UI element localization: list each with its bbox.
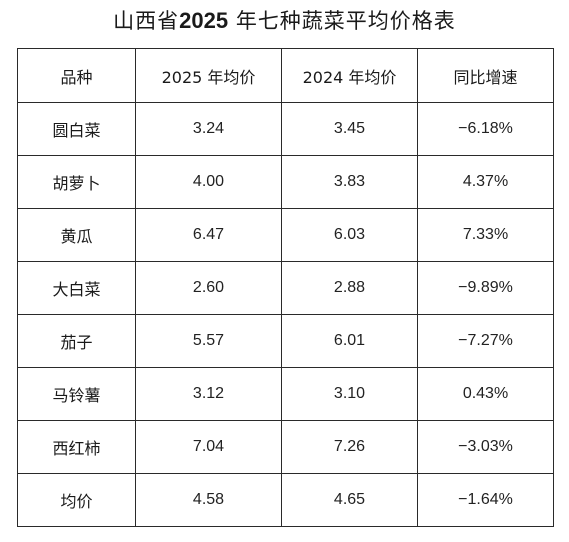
variety-cell: 马铃薯: [17, 367, 136, 421]
yoy-cell: 4.37%: [417, 155, 554, 209]
price-2025-cell: 3.12: [135, 367, 282, 421]
title-prefix: 山西省: [113, 9, 180, 33]
yoy-cell: −7.27%: [417, 314, 554, 368]
title-year: 2025: [179, 8, 229, 33]
variety-cell: 大白菜: [17, 261, 136, 315]
header-price-2025: 2025 年均价: [135, 48, 282, 103]
price-2024-cell: 7.26: [281, 420, 418, 474]
table-row: 马铃薯 3.12 3.10 0.43%: [17, 367, 554, 421]
page-title: 山西省2025 年七种蔬菜平均价格表: [0, 6, 569, 36]
header-yoy-growth: 同比增速: [417, 48, 554, 103]
price-2025-cell: 3.24: [135, 102, 282, 156]
table-row: 茄子 5.57 6.01 −7.27%: [17, 314, 554, 368]
variety-cell: 茄子: [17, 314, 136, 368]
title-suffix: 年七种蔬菜平均价格表: [235, 9, 456, 33]
price-2025-cell: 7.04: [135, 420, 282, 474]
table-header-row: 品种 2025 年均价 2024 年均价 同比增速: [17, 48, 554, 103]
table-row: 黄瓜 6.47 6.03 7.33%: [17, 208, 554, 262]
variety-cell: 圆白菜: [17, 102, 136, 156]
variety-cell: 均价: [17, 473, 136, 527]
price-2025-cell: 2.60: [135, 261, 282, 315]
price-2024-cell: 6.01: [281, 314, 418, 368]
header-variety: 品种: [17, 48, 136, 103]
header-price-2024: 2024 年均价: [281, 48, 418, 103]
table-row: 圆白菜 3.24 3.45 −6.18%: [17, 102, 554, 156]
variety-cell: 西红柿: [17, 420, 136, 474]
price-2024-cell: 3.45: [281, 102, 418, 156]
yoy-cell: 0.43%: [417, 367, 554, 421]
table-row: 均价 4.58 4.65 −1.64%: [17, 473, 554, 527]
price-2024-cell: 6.03: [281, 208, 418, 262]
yoy-cell: −1.64%: [417, 473, 554, 527]
yoy-cell: −3.03%: [417, 420, 554, 474]
yoy-cell: −9.89%: [417, 261, 554, 315]
price-2024-cell: 3.83: [281, 155, 418, 209]
variety-cell: 黄瓜: [17, 208, 136, 262]
price-2025-cell: 5.57: [135, 314, 282, 368]
price-2024-cell: 3.10: [281, 367, 418, 421]
table-row: 西红柿 7.04 7.26 −3.03%: [17, 420, 554, 474]
price-2025-cell: 4.58: [135, 473, 282, 527]
yoy-cell: −6.18%: [417, 102, 554, 156]
variety-cell: 胡萝卜: [17, 155, 136, 209]
yoy-cell: 7.33%: [417, 208, 554, 262]
price-table: 品种 2025 年均价 2024 年均价 同比增速 圆白菜 3.24 3.45 …: [17, 48, 554, 527]
price-2024-cell: 2.88: [281, 261, 418, 315]
price-2024-cell: 4.65: [281, 473, 418, 527]
table-row: 胡萝卜 4.00 3.83 4.37%: [17, 155, 554, 209]
price-2025-cell: 6.47: [135, 208, 282, 262]
price-2025-cell: 4.00: [135, 155, 282, 209]
table-row: 大白菜 2.60 2.88 −9.89%: [17, 261, 554, 315]
